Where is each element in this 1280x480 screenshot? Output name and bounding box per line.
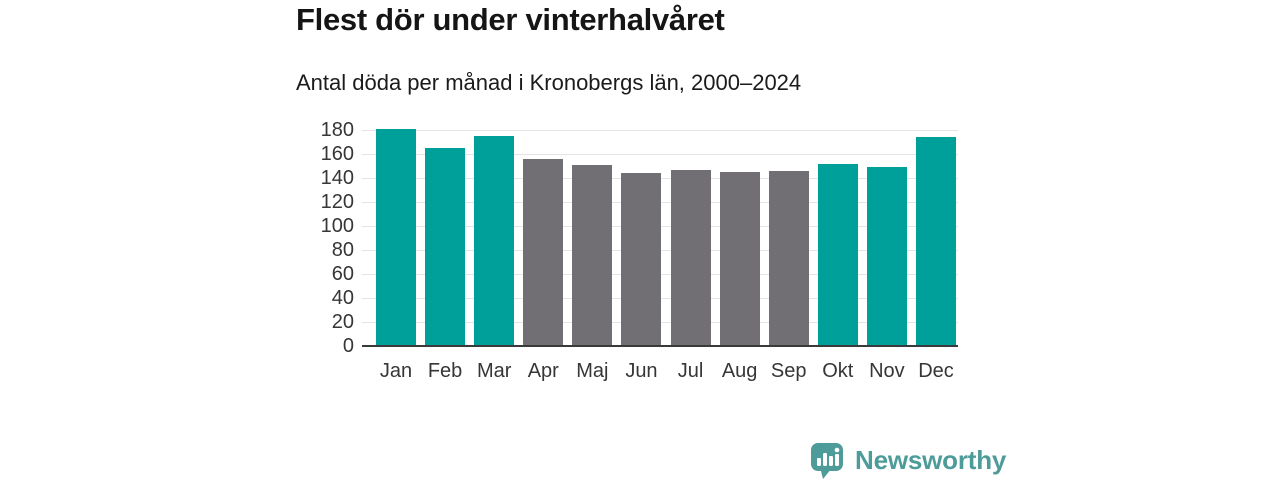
x-label-dec: Dec	[918, 360, 954, 382]
y-tick-120: 120	[320, 191, 354, 213]
x-label-sep: Sep	[770, 360, 807, 382]
bar-jan	[376, 128, 416, 346]
y-tick-180: 180	[320, 119, 354, 141]
bar-maj	[572, 164, 613, 346]
y-tick-20: 20	[331, 311, 354, 333]
bar-apr	[523, 158, 564, 346]
y-tick-0: 0	[342, 335, 354, 357]
bar-okt	[817, 163, 858, 346]
chart-title: Flest dör under vinterhalvåret	[296, 2, 725, 37]
chart-subtitle: Antal döda per månad i Kronobergs län, 2…	[296, 70, 802, 95]
x-label-feb: Feb	[427, 360, 463, 382]
bar-chart-plot-area	[362, 128, 958, 347]
gridline-160	[362, 154, 958, 155]
newsworthy-logo-icon	[811, 443, 843, 479]
bar-jun	[621, 173, 662, 346]
x-label-jun: Jun	[625, 360, 658, 382]
bar-feb	[425, 148, 466, 346]
bar-mar	[474, 136, 515, 346]
bar-dec	[915, 137, 956, 346]
x-label-okt: Okt	[822, 360, 854, 382]
newsworthy-brand-text: Newsworthy	[855, 444, 1007, 475]
y-tick-80: 80	[331, 239, 354, 261]
x-label-jan: Jan	[379, 360, 413, 382]
x-label-aug: Aug	[721, 360, 758, 382]
y-tick-160: 160	[320, 143, 354, 165]
newsworthy-brand: Newsworthy	[808, 441, 1006, 479]
x-label-apr: Apr	[527, 360, 559, 382]
gridline-180	[362, 130, 958, 131]
y-tick-60: 60	[331, 263, 354, 285]
bar-nov	[866, 167, 907, 346]
x-label-mar: Mar	[476, 360, 512, 382]
bar-sep	[768, 170, 809, 346]
y-tick-40: 40	[331, 287, 354, 309]
y-tick-100: 100	[320, 215, 354, 237]
x-label-maj: Maj	[576, 360, 609, 382]
x-label-jul: Jul	[677, 360, 704, 382]
x-axis-line	[362, 345, 958, 347]
y-tick-140: 140	[320, 167, 354, 189]
bar-aug	[719, 172, 760, 346]
x-label-nov: Nov	[869, 360, 905, 382]
bar-jul	[670, 169, 711, 346]
